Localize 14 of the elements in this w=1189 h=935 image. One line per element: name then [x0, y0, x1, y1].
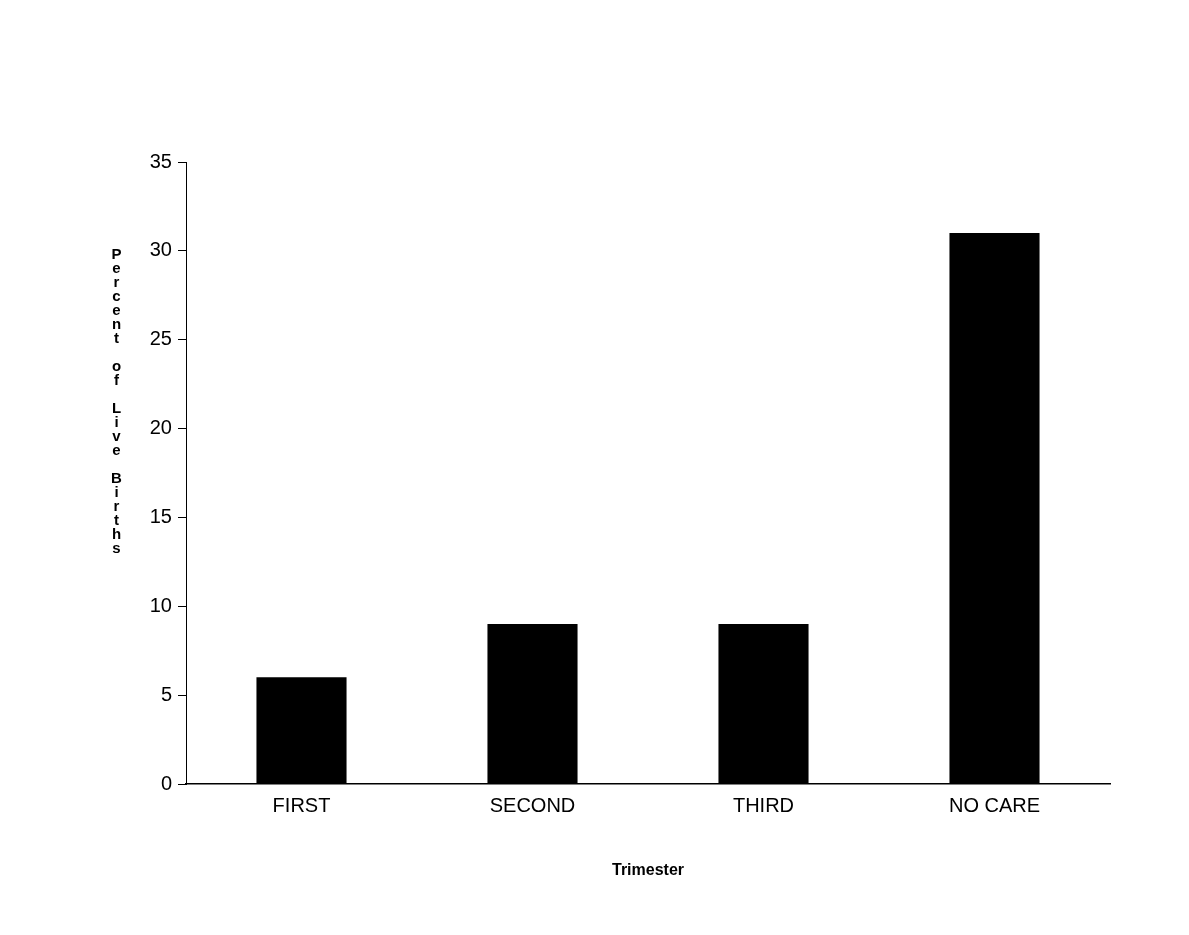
y-tick-label: 35: [149, 149, 172, 172]
y-tick-label: 20: [149, 416, 172, 439]
x-tick-label: THIRD: [732, 793, 795, 816]
x-tick-label: NO CARE: [948, 793, 1041, 816]
y-tick-label: 30: [149, 238, 172, 261]
y-tick-label: 5: [160, 682, 172, 705]
x-axis-title: Trimester: [611, 860, 685, 878]
y-tick-label: 15: [149, 504, 172, 527]
y-tick-label: 10: [149, 593, 172, 616]
x-tick-label: FIRST: [272, 793, 331, 816]
y-axis-title: Percent of Live Births: [108, 245, 125, 553]
y-tick-label: 25: [149, 327, 172, 350]
y-tick-label: 0: [160, 771, 172, 794]
x-tick-label: SECOND: [489, 793, 576, 816]
